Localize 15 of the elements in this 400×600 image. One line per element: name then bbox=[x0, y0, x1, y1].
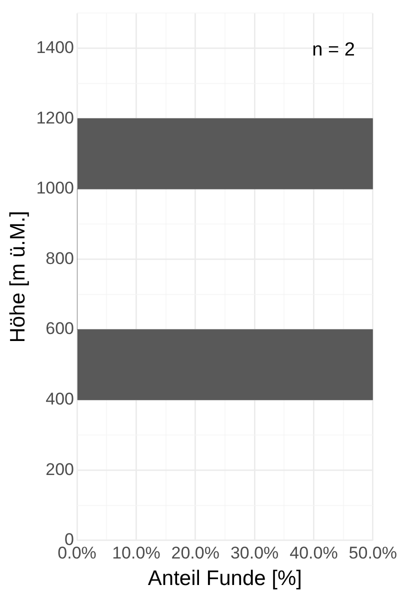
x-tick-label: 40.0% bbox=[290, 543, 338, 562]
y-tick-label: 400 bbox=[46, 390, 74, 408]
y-tick-label: 1400 bbox=[36, 38, 74, 58]
x-tick-label: 20.0% bbox=[171, 543, 220, 562]
y-tick-label: 600 bbox=[46, 319, 74, 338]
y-tick-label: 800 bbox=[46, 248, 74, 268]
annotation: n = 2 bbox=[312, 39, 355, 60]
y-tick-label: 1200 bbox=[36, 108, 74, 128]
x-tick-label: 50.0% bbox=[348, 543, 397, 562]
x-tick-label: 10.0% bbox=[112, 543, 160, 562]
y-axis-title: Höhe [m ü.M.] bbox=[6, 210, 30, 343]
y-tick-label: 1000 bbox=[36, 178, 74, 198]
y-tick-label: 200 bbox=[46, 460, 74, 479]
x-axis-title: Anteil Funde [%] bbox=[148, 567, 302, 590]
x-tick-label: 30.0% bbox=[230, 543, 279, 562]
